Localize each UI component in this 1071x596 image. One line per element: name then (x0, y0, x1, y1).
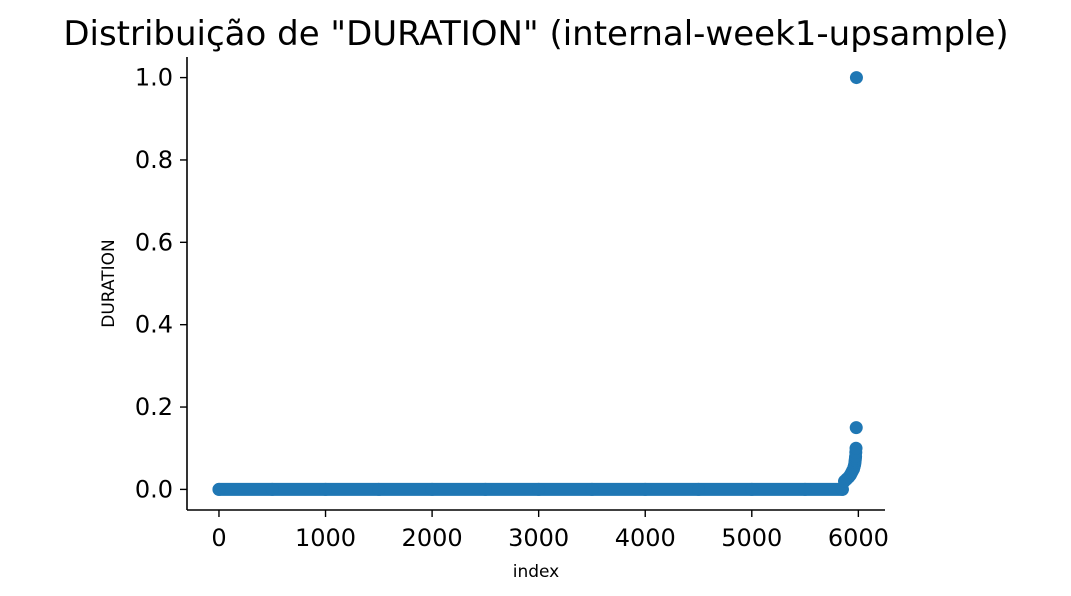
x-tick-label: 5000 (721, 524, 782, 552)
data-point (638, 482, 652, 496)
data-point (425, 482, 439, 496)
data-point (849, 71, 863, 85)
data-point (745, 482, 759, 496)
data-point (532, 482, 546, 496)
data-point (849, 421, 863, 435)
y-axis-label: DURATION (99, 239, 119, 327)
y-tick-label: 0.0 (135, 475, 173, 503)
y-tick-label: 1.0 (135, 64, 173, 92)
y-tick-label: 0.6 (135, 228, 173, 256)
x-tick-label: 2000 (402, 524, 463, 552)
x-tick-label: 1000 (295, 524, 356, 552)
data-point (849, 441, 863, 455)
data-point (478, 482, 492, 496)
data-point (212, 482, 226, 496)
y-tick-label: 0.2 (135, 393, 173, 421)
y-tick-label: 0.8 (135, 146, 173, 174)
data-point (265, 482, 279, 496)
y-tick-label: 0.4 (135, 311, 173, 339)
data-point (798, 482, 812, 496)
x-tick-label: 3000 (508, 524, 569, 552)
data-point (372, 482, 386, 496)
x-tick-label: 0 (211, 524, 226, 552)
x-axis-ticks: 0 1000 2000 3000 4000 5000 6000 (211, 510, 889, 552)
x-tick-label: 6000 (828, 524, 889, 552)
data-point (585, 482, 599, 496)
chart-title: Distribuição de "DURATION" (internal-wee… (63, 14, 1008, 54)
data-point (319, 482, 333, 496)
x-tick-label: 4000 (615, 524, 676, 552)
y-axis-ticks: 0.0 0.2 0.4 0.6 0.8 1.0 (135, 64, 187, 503)
data-points (212, 71, 863, 496)
x-axis-label: index (513, 562, 560, 582)
data-point (692, 482, 706, 496)
